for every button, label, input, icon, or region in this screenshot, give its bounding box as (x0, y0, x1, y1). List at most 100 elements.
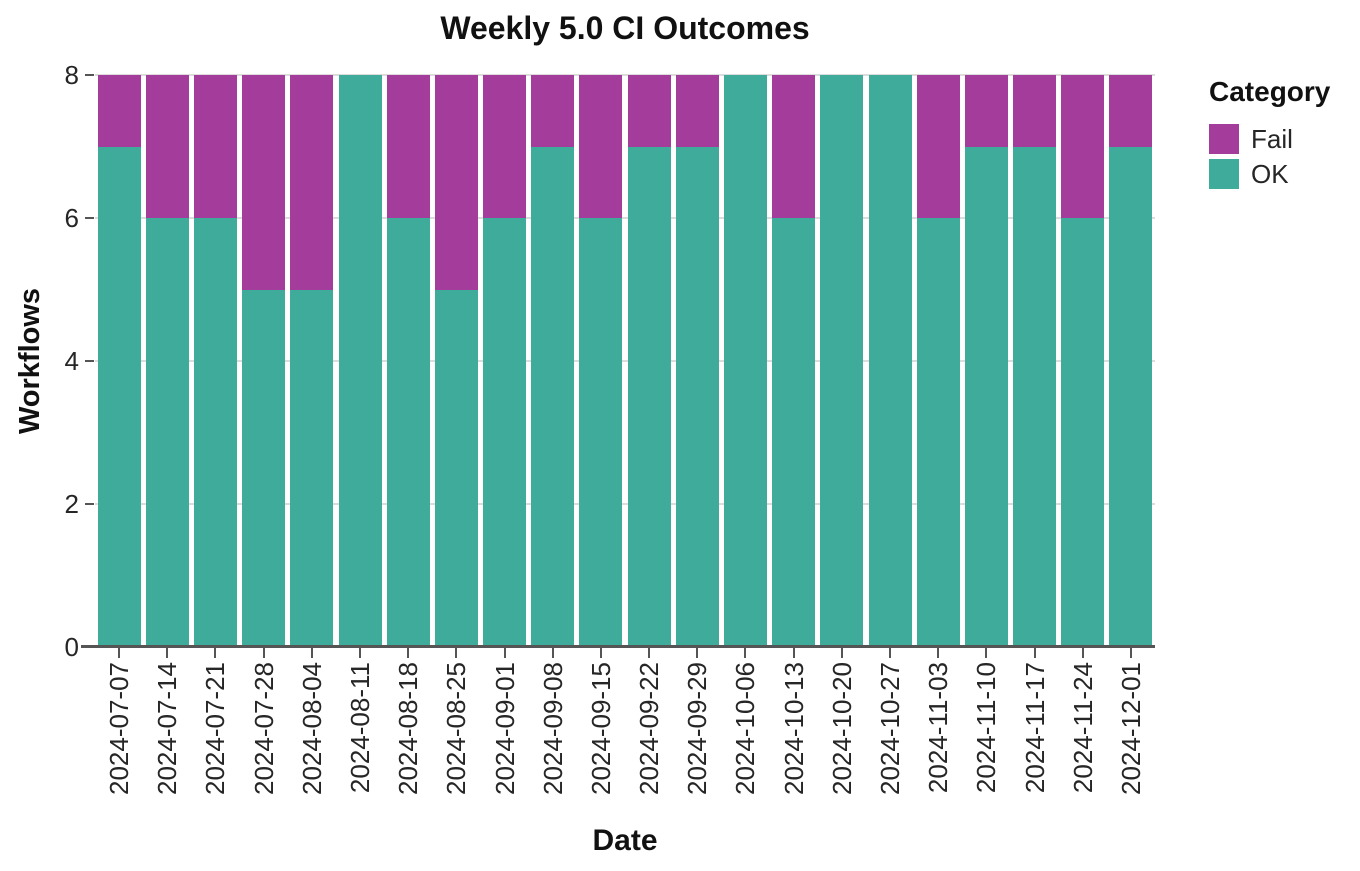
bar-2024-09-15-fail (579, 75, 623, 218)
bar-2024-07-07-fail (97, 75, 141, 147)
x-tick-label-2024-10-13: 2024-10-13 (778, 662, 809, 795)
bar-2024-08-25-ok (434, 289, 478, 647)
x-tick-2024-09-15 (599, 648, 602, 658)
x-tick-label-2024-07-07: 2024-07-07 (104, 662, 135, 795)
y-tick-label-4: 4 (64, 346, 79, 376)
bar-2024-10-06-ok (723, 75, 767, 647)
legend-item-ok: OK (1209, 159, 1359, 189)
y-tick-8 (85, 74, 94, 76)
bar-2024-08-11-ok (338, 75, 382, 647)
bar-2024-08-18-fail (386, 75, 430, 218)
x-tick-2024-10-20 (840, 648, 843, 658)
bar-2024-11-10-fail (964, 75, 1008, 147)
bar-2024-09-15-ok (579, 218, 623, 647)
x-tick-2024-09-01 (503, 648, 506, 658)
bar-2024-10-27-ok (868, 75, 912, 647)
y-tick-label-2: 2 (64, 489, 79, 519)
y-tick-label-0: 0 (64, 632, 79, 662)
bar-2024-09-08-fail (531, 75, 575, 147)
x-tick-label-2024-08-18: 2024-08-18 (393, 662, 424, 795)
x-tick-2024-11-17 (1033, 648, 1036, 658)
bar-2024-07-21-ok (193, 218, 237, 647)
bar-2024-11-03-ok (916, 218, 960, 647)
bar-2024-07-14-fail (145, 75, 189, 218)
bar-2024-07-07-ok (97, 146, 141, 647)
bar-2024-11-24-fail (1061, 75, 1105, 218)
x-tick-2024-10-06 (744, 648, 747, 658)
x-tick-label-2024-08-11: 2024-08-11 (345, 662, 375, 794)
legend-swatch-ok (1209, 159, 1239, 189)
x-tick-2024-12-01 (1129, 648, 1132, 658)
y-tick-label-8: 8 (64, 60, 79, 90)
x-tick-label-2024-07-28: 2024-07-28 (248, 662, 279, 795)
y-tick-6 (85, 217, 94, 219)
bar-2024-09-01-ok (483, 218, 527, 647)
x-tick-label-2024-10-20: 2024-10-20 (826, 662, 857, 795)
x-tick-label-2024-08-04: 2024-08-04 (296, 662, 327, 795)
x-tick-2024-07-21 (214, 648, 217, 658)
bar-2024-07-28-fail (242, 75, 286, 290)
x-tick-2024-08-04 (310, 648, 313, 658)
x-tick-label-2024-10-27: 2024-10-27 (875, 662, 905, 795)
x-tick-2024-08-18 (407, 648, 410, 658)
y-tick-label-6: 6 (64, 203, 79, 233)
x-tick-2024-11-03 (937, 648, 940, 658)
plot-area (81, 74, 1155, 648)
bar-2024-09-01-fail (483, 75, 527, 218)
bar-2024-10-13-ok (772, 218, 816, 647)
x-tick-label-2024-09-01: 2024-09-01 (489, 662, 520, 795)
x-axis-title: Date (592, 824, 658, 857)
bar-2024-12-01-fail (1109, 75, 1153, 147)
bar-2024-11-24-ok (1061, 218, 1105, 647)
gridline-y-8 (95, 74, 1155, 76)
bar-2024-07-28-ok (242, 289, 286, 647)
x-tick-2024-11-10 (985, 648, 988, 658)
bar-2024-11-17-fail (1013, 75, 1057, 147)
bar-2024-11-03-fail (916, 75, 960, 218)
bar-2024-08-04-fail (290, 75, 334, 290)
bar-2024-09-29-ok (675, 146, 719, 647)
x-tick-2024-07-07 (118, 648, 121, 658)
legend-item-fail: Fail (1209, 124, 1359, 154)
legend: Category Fail OK (1209, 76, 1359, 194)
x-tick-label-2024-11-17: 2024-11-17 (1019, 662, 1050, 794)
bar-2024-09-29-fail (675, 75, 719, 147)
bar-2024-12-01-ok (1109, 146, 1153, 647)
bar-2024-08-04-ok (290, 289, 334, 647)
gridline-y-6 (95, 217, 1155, 219)
legend-items: Fail OK (1209, 124, 1359, 189)
x-tick-2024-11-24 (1081, 648, 1084, 658)
x-tick-2024-10-13 (792, 648, 795, 658)
x-tick-2024-09-29 (696, 648, 699, 658)
bar-2024-10-13-fail (772, 75, 816, 218)
legend-label-fail: Fail (1251, 123, 1293, 154)
bar-2024-09-22-ok (627, 146, 671, 647)
x-tick-2024-07-14 (166, 648, 169, 658)
x-tick-label-2024-11-03: 2024-11-03 (923, 662, 954, 794)
legend-swatch-fail (1209, 124, 1239, 154)
gridline-y-4 (95, 360, 1155, 362)
x-axis-line (81, 645, 1155, 648)
legend-title: Category (1209, 76, 1331, 107)
y-tick-0 (85, 646, 94, 648)
y-tick-2 (85, 503, 94, 505)
x-tick-label-2024-10-06: 2024-10-06 (730, 662, 761, 795)
bar-2024-08-18-ok (386, 218, 430, 647)
x-tick-2024-09-22 (648, 648, 651, 658)
bar-2024-11-17-ok (1013, 146, 1057, 647)
x-tick-label-2024-11-24: 2024-11-24 (1067, 662, 1098, 794)
bar-2024-07-14-ok (145, 218, 189, 647)
x-tick-label-2024-09-22: 2024-09-22 (634, 662, 665, 795)
chart-title: Weekly 5.0 CI Outcomes (440, 10, 810, 46)
x-tick-2024-08-25 (455, 648, 458, 658)
bar-2024-09-08-ok (531, 146, 575, 647)
y-tick-4 (85, 360, 94, 362)
gridline-y-2 (95, 503, 1155, 505)
bar-2024-08-25-fail (434, 75, 478, 290)
x-tick-label-2024-09-15: 2024-09-15 (585, 662, 616, 795)
x-tick-label-2024-11-10: 2024-11-10 (971, 662, 1002, 794)
x-tick-label-2024-07-21: 2024-07-21 (200, 662, 231, 795)
bar-2024-11-10-ok (964, 146, 1008, 647)
bar-2024-10-20-ok (820, 75, 864, 647)
